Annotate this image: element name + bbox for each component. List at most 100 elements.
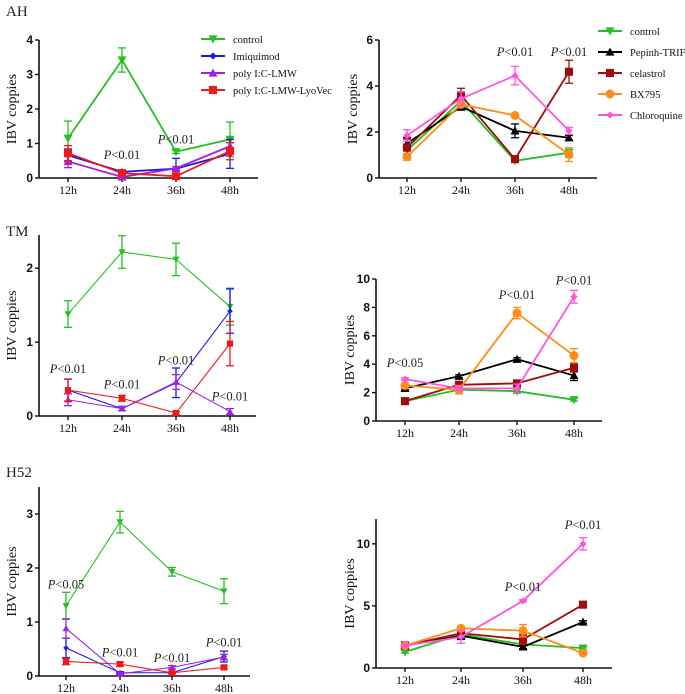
- y-tick-label: 10: [357, 537, 371, 551]
- data-point: [63, 149, 73, 158]
- chart-ah-right: 0 2 4 6 12h 24h 36h 48h IBV coppies P<0.01 P<0.01: [346, 33, 597, 197]
- data-point: [513, 384, 521, 392]
- series-line: [67, 58, 231, 153]
- y-tick-label: 10: [357, 272, 371, 286]
- p-value-annotation: P<0.01: [157, 133, 195, 147]
- legend-item-poly-i-c-lmw-lyovec: poly I:C-LMW-LyoVec: [201, 85, 332, 97]
- p-value-annotation: P<0.01: [555, 274, 593, 288]
- series-line: [65, 660, 225, 674]
- p-value-annotation: P<0.01: [153, 651, 191, 665]
- y-tick-label: 3: [26, 68, 33, 82]
- data-point: [62, 658, 70, 665]
- x-tick-label: 12h: [59, 421, 77, 435]
- data-point: [510, 110, 520, 120]
- panel-label-tm: TM: [6, 224, 29, 240]
- data-point: [512, 354, 522, 363]
- p-value-annotation: P<0.01: [496, 45, 534, 59]
- data-point: [116, 660, 124, 668]
- data-point: [511, 72, 519, 80]
- series-control: [62, 510, 228, 620]
- legends-layer: control Imiquimod poly I:C-LMW poly I:C-LMW…: [201, 27, 685, 122]
- data-point: [220, 588, 228, 595]
- data-point: [569, 351, 579, 361]
- y-tick-label: 1: [26, 615, 33, 629]
- y-axis-label: IBV coppies: [346, 74, 361, 144]
- data-point: [172, 256, 180, 263]
- series-bx795: [400, 306, 579, 395]
- data-point: [117, 169, 127, 178]
- legend-label: control: [630, 27, 660, 38]
- x-tick-label: 12h: [398, 183, 416, 197]
- x-tick-label: 48h: [560, 183, 578, 197]
- legend-marker-icon: [605, 47, 615, 56]
- y-tick-label: 4: [366, 79, 373, 93]
- data-point: [118, 249, 126, 256]
- x-tick-label: 24h: [113, 183, 131, 197]
- data-point: [168, 568, 176, 576]
- y-tick-label: 0: [26, 669, 33, 683]
- legend-label: Pepinh-TRIF: [630, 48, 685, 59]
- x-tick-label: 48h: [221, 183, 239, 197]
- data-point: [226, 340, 234, 347]
- data-point: [457, 633, 465, 641]
- data-point: [220, 653, 228, 660]
- y-axis-label: IBV coppies: [5, 546, 20, 616]
- series-line: [67, 343, 231, 414]
- series-line: [404, 358, 575, 390]
- series-line: [406, 103, 570, 158]
- data-point: [578, 644, 588, 653]
- data-point: [227, 308, 233, 314]
- legend-item-chloroquine: Chloroquine: [598, 111, 683, 122]
- x-tick-label: 24h: [113, 421, 131, 435]
- legend-item-imiquimod: Imiquimod: [201, 52, 280, 63]
- y-tick-label: 1: [26, 335, 33, 349]
- data-point: [64, 386, 72, 394]
- chart-ah-left: 0 1 2 3 4 12h 24h 36h 48h IBV coppies P<0.01 P<0.01: [5, 33, 258, 197]
- data-point: [510, 155, 520, 164]
- p-value-annotation: P<0.01: [49, 362, 87, 376]
- y-tick-label: 2: [26, 561, 33, 575]
- data-point: [226, 408, 234, 415]
- y-tick-label: 3: [26, 507, 33, 521]
- series-line: [406, 74, 570, 137]
- series-line: [404, 311, 575, 391]
- legend-item-control: control: [598, 27, 660, 38]
- series-line: [406, 71, 570, 161]
- legend-label: poly I:C-LMW: [233, 69, 297, 80]
- panel-label-ah: AH: [6, 4, 28, 20]
- series-poly-i-c-lmw: [64, 373, 234, 416]
- x-tick-label: 12h: [396, 673, 414, 687]
- legend-marker-icon: [208, 85, 218, 95]
- p-value-annotation: P<0.01: [504, 580, 542, 594]
- legend-item-bx795: BX795: [598, 89, 660, 101]
- data-point: [401, 642, 409, 650]
- data-point: [512, 308, 522, 318]
- chart-tm-left: 0 1 2 12h 24h 36h 48h IBV coppies P<0.01 P<0.01 P<…: [5, 235, 256, 435]
- y-tick-label: 6: [366, 33, 373, 47]
- legend-marker-icon: [605, 68, 615, 78]
- series-line: [404, 633, 584, 653]
- x-tick-label: 36h: [167, 183, 185, 197]
- data-point: [402, 143, 412, 152]
- data-point: [168, 663, 176, 671]
- data-point: [401, 375, 409, 383]
- p-value-annotation: P<0.01: [157, 353, 195, 367]
- legend-item-celastrol: celastrol: [598, 68, 666, 80]
- data-point: [569, 363, 579, 372]
- series-line: [404, 296, 575, 390]
- x-tick-label: 48h: [565, 426, 583, 440]
- data-point: [457, 95, 465, 103]
- chart-h52-right: 0 5 10 12h 24h 36h 48h IBV coppies P<0.01 P<0.01: [343, 518, 612, 687]
- data-point: [578, 600, 588, 609]
- y-tick-label: 6: [363, 329, 370, 343]
- legend-item-control: control: [201, 35, 263, 46]
- data-point: [455, 384, 463, 392]
- data-point: [64, 311, 72, 318]
- y-axis-label: IBV coppies: [343, 315, 358, 385]
- data-point: [62, 624, 70, 632]
- chart-tm-right: 0 2 4 6 8 10 12h 24h 36h 48h IBV coppies P<0.05 P<0.…: [343, 272, 602, 440]
- y-axis-label: IBV coppies: [5, 74, 20, 144]
- x-tick-label: 12h: [59, 183, 77, 197]
- data-point: [518, 642, 528, 651]
- legend-label: celastrol: [630, 69, 666, 80]
